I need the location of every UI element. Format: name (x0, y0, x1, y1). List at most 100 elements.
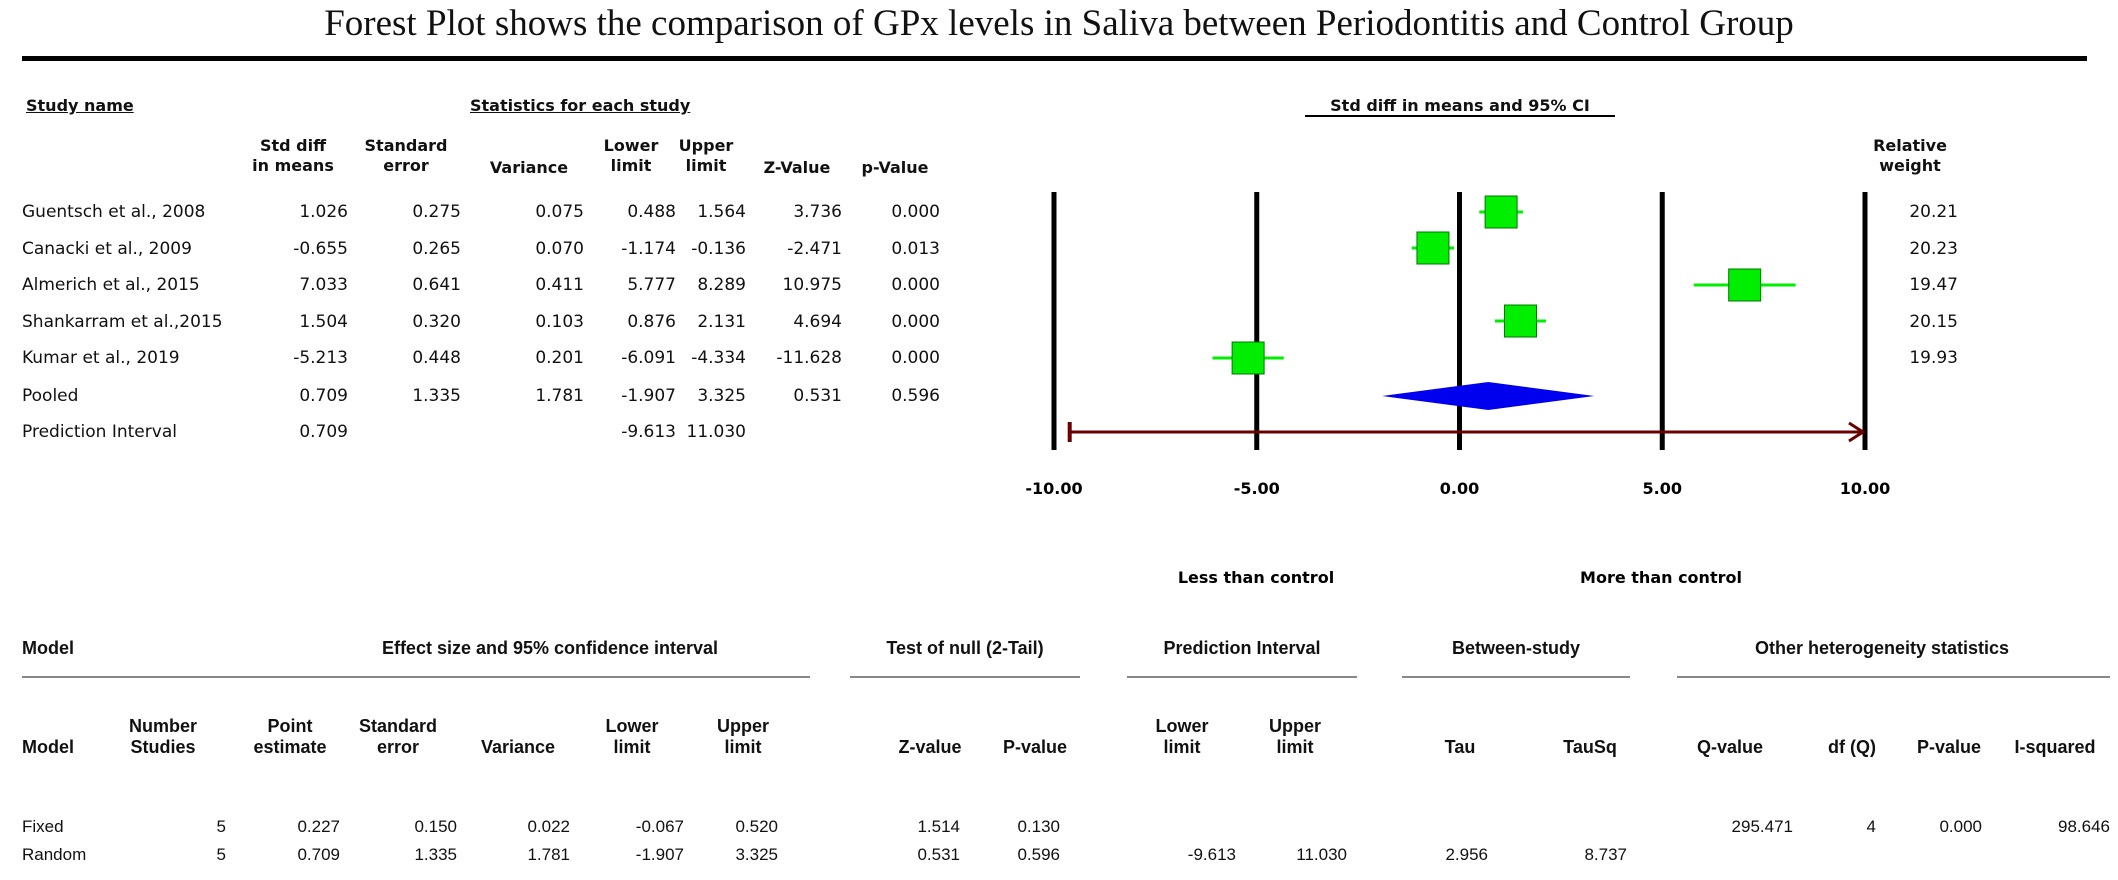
summary-cell: -1.907 (635, 845, 684, 864)
summary-col-header: Z-value (898, 737, 962, 757)
study-cell: -11.628 (776, 348, 842, 368)
summary-cell: 295.471 (1731, 817, 1793, 836)
tick-label: 0.00 (1440, 479, 1479, 498)
study-cell: 4.694 (793, 312, 842, 332)
summary-col-header: I-squared (2014, 737, 2096, 757)
study-cell: -6.091 (621, 348, 676, 368)
summary-cell: 3.325 (735, 845, 778, 864)
tick-label: 5.00 (1643, 479, 1682, 498)
study-cell: 0.488 (627, 202, 676, 222)
summary-cell: 5 (216, 845, 226, 864)
summary-cell: 1.514 (917, 817, 960, 836)
group-header-pi: Prediction Interval (1163, 638, 1321, 658)
study-cell: 10.975 (782, 275, 842, 295)
study-cell: 0.000 (891, 312, 940, 332)
summary-cell: 11.030 (1296, 845, 1347, 864)
group-header-model: Model (22, 638, 74, 658)
top-col-header: Z-Value (763, 158, 831, 177)
summary-col-header: Variance (480, 737, 556, 757)
group-header-null: Test of null (2-Tail) (886, 638, 1044, 658)
summary-col-header: P-value (1916, 737, 1982, 757)
study-marker (1484, 195, 1518, 229)
study-cell: -1.174 (621, 239, 676, 259)
header-underline (850, 676, 1080, 678)
summary-cell: Random (22, 845, 87, 864)
study-cell: 1.504 (299, 312, 348, 332)
study-cell: -1.907 (621, 386, 676, 406)
page-title: Forest Plot shows the comparison of GPx … (324, 3, 1794, 44)
tick-label: -10.00 (1025, 479, 1082, 498)
study-cell: 3.736 (793, 202, 842, 222)
study-name: Kumar et al., 2019 (22, 348, 180, 368)
study-cell: -0.136 (691, 239, 746, 259)
top-col-header: Lower limit (603, 136, 659, 175)
summary-col-header: Number Studies (128, 716, 197, 757)
study-cell: 0.000 (891, 275, 940, 295)
study-cell: 1.335 (412, 386, 461, 406)
summary-cell: 1.335 (414, 845, 457, 864)
summary-cell: 0.227 (297, 817, 340, 836)
summary-col-header: Upper limit (1268, 716, 1321, 757)
summary-col-header: Point estimate (253, 716, 327, 757)
tick-label: -5.00 (1234, 479, 1280, 498)
summary-cell: 8.737 (1584, 845, 1627, 864)
summary-cell: 1.781 (527, 845, 570, 864)
study-cell: 0.000 (891, 202, 940, 222)
title-rule (22, 56, 2087, 61)
study-cell: 0.709 (299, 386, 348, 406)
summary-cell: 4 (1866, 817, 1876, 836)
top-col-header: Std diff in means (252, 136, 334, 175)
study-cell: -9.613 (621, 422, 676, 442)
study-name: Almerich et al., 2015 (22, 275, 200, 295)
study-cell: 0.531 (793, 386, 842, 406)
relative-weight: 20.23 (1909, 239, 1958, 259)
group-header-other: Other heterogeneity statistics (1754, 638, 2010, 658)
summary-col-header: Standard error (358, 716, 437, 757)
summary-col-header: Q-value (1696, 737, 1764, 757)
study-cell: 0.876 (627, 312, 676, 332)
stats-header: Statistics for each study (470, 96, 691, 115)
top-col-header: Standard error (364, 136, 448, 175)
relative-weight: 20.21 (1909, 202, 1958, 222)
summary-cell: 0.000 (1939, 817, 1982, 836)
relative-weight: 19.93 (1909, 348, 1958, 368)
study-cell: 0.075 (535, 202, 584, 222)
study-cell: 0.000 (891, 348, 940, 368)
summary-col-header: Model (22, 737, 74, 757)
study-cell: 0.013 (891, 239, 940, 259)
study-cell: 2.131 (697, 312, 746, 332)
summary-cell: 0.150 (414, 817, 457, 836)
top-col-header: Upper limit (678, 136, 734, 175)
summary-col-header: Upper limit (716, 716, 769, 757)
study-cell: 3.325 (697, 386, 746, 406)
study-cell: 0.411 (535, 275, 584, 295)
study-name: Prediction Interval (22, 422, 177, 442)
study-name-header: Study name (26, 96, 134, 115)
study-cell: -0.655 (293, 239, 348, 259)
study-name: Canacki et al., 2009 (22, 239, 192, 259)
header-underline (1402, 676, 1630, 678)
study-cell: -5.213 (293, 348, 348, 368)
study-name: Guentsch et al., 2008 (22, 202, 206, 222)
summary-col-header: Lower limit (1155, 716, 1209, 757)
study-cell: 0.070 (535, 239, 584, 259)
weight-header: Relative weight (1873, 136, 1947, 175)
study-cell: 0.103 (535, 312, 584, 332)
summary-cell: 0.130 (1017, 817, 1060, 836)
relative-weight: 19.47 (1909, 275, 1958, 295)
summary-cell: 0.022 (527, 817, 570, 836)
top-col-header: Variance (489, 158, 569, 177)
study-cell: 0.448 (412, 348, 461, 368)
summary-cell: Fixed (22, 817, 64, 836)
top-col-header: p-Value (861, 158, 929, 177)
summary-cell: 0.596 (1017, 845, 1060, 864)
study-name: Pooled (22, 386, 79, 406)
header-underline (1127, 676, 1357, 678)
study-cell: 5.777 (627, 275, 676, 295)
study-cell: 0.265 (412, 239, 461, 259)
study-cell: 1.564 (697, 202, 746, 222)
study-cell: 0.641 (412, 275, 461, 295)
summary-col-header: df (Q) (1828, 737, 1876, 757)
group-header-effect: Effect size and 95% confidence interval (381, 638, 719, 658)
